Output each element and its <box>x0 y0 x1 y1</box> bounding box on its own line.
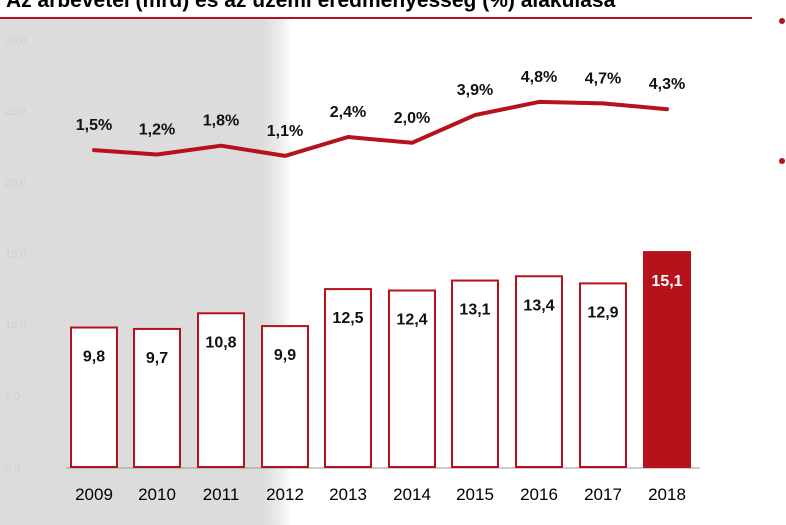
title-underline <box>0 17 752 19</box>
line-value-label: 2,0% <box>394 110 430 127</box>
revenue-bar <box>388 289 436 468</box>
revenue-bar <box>197 312 245 468</box>
bar-value-label: 13,1 <box>459 302 490 319</box>
revenue-bar <box>579 282 627 469</box>
revenue-bar <box>451 279 499 468</box>
bar-value-label: 15,1 <box>651 273 682 290</box>
revenue-bar <box>133 327 181 469</box>
x-axis-label: 2016 <box>520 485 558 504</box>
y-tick-label: 0,0 <box>5 462 20 474</box>
y-tick-label: 25,0 <box>5 106 26 118</box>
line-value-label: 1,1% <box>267 123 303 140</box>
y-tick-label: 10,0 <box>5 320 26 332</box>
x-axis-label: 2017 <box>584 485 622 504</box>
x-axis-label: 2015 <box>456 485 494 504</box>
bar-value-label: 12,9 <box>587 304 618 321</box>
line-value-label: 4,8% <box>521 69 557 86</box>
right-bullet-2 <box>779 158 785 164</box>
bar-value-label: 9,7 <box>146 350 168 367</box>
revenue-bar <box>643 251 691 468</box>
y-tick-label: 30,0 <box>5 35 26 47</box>
y-tick-label: 5,0 <box>5 391 20 403</box>
x-axis-label: 2010 <box>138 485 176 504</box>
line-value-label: 4,7% <box>585 70 621 87</box>
x-axis-label: 2011 <box>203 485 240 504</box>
right-bullet-1 <box>779 18 785 24</box>
line-value-label: 1,5% <box>76 117 112 134</box>
bar-value-label: 9,8 <box>83 349 105 366</box>
x-axis-label: 2014 <box>393 485 431 504</box>
revenue-bar <box>324 288 372 469</box>
revenue-bar <box>515 275 563 469</box>
margin-line <box>92 99 669 158</box>
revenue-bar <box>261 325 309 468</box>
y-tick-label: 15,0 <box>5 249 26 261</box>
bar-value-label: 12,4 <box>396 312 427 329</box>
y-tick-label: 20,0 <box>5 177 26 189</box>
line-value-label: 1,2% <box>139 121 175 138</box>
bar-value-label: 9,9 <box>274 347 296 364</box>
x-axis-label: 2018 <box>648 485 686 504</box>
line-value-label: 3,9% <box>457 82 493 99</box>
x-axis-label: 2009 <box>75 485 113 504</box>
bar-value-label: 10,8 <box>205 334 236 351</box>
bar-value-label: 12,5 <box>332 310 363 327</box>
line-value-label: 4,3% <box>649 76 685 93</box>
x-axis-label: 2012 <box>266 485 304 504</box>
revenue-bar <box>70 326 118 468</box>
bar-value-label: 13,4 <box>523 297 554 314</box>
chart-title: Az árbevétel (mrd) és az üzemi eredménye… <box>6 0 616 12</box>
x-axis-label: 2013 <box>329 485 367 504</box>
line-value-label: 2,4% <box>330 104 366 121</box>
line-value-label: 1,8% <box>203 113 239 130</box>
